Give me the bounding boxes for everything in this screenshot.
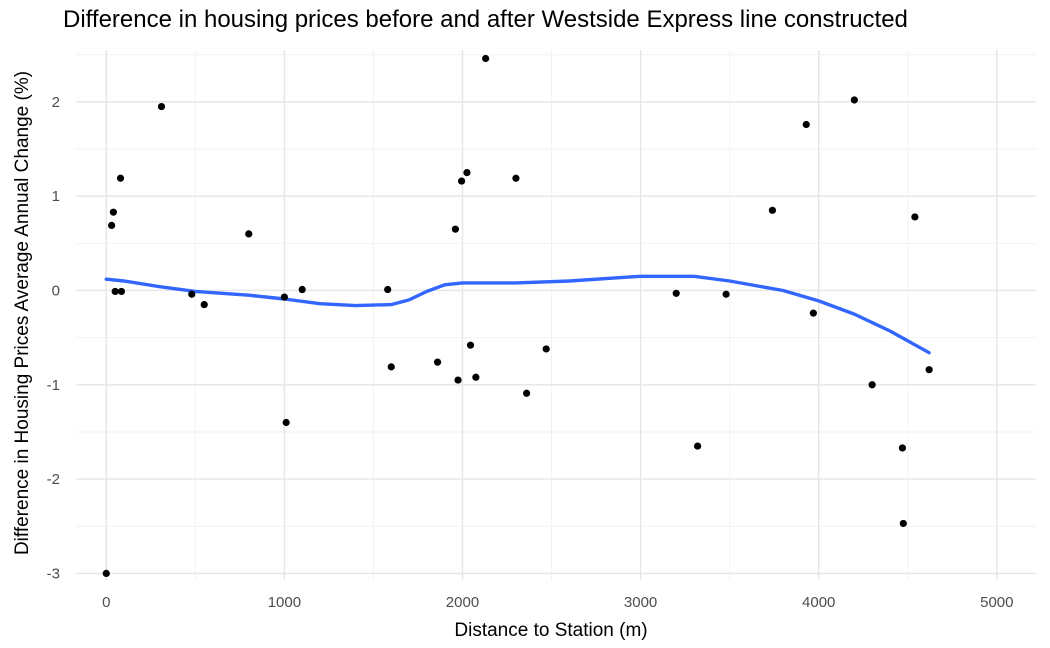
data-point <box>898 444 907 452</box>
data-point <box>463 168 471 177</box>
data-point <box>282 418 290 427</box>
y-tick-label: 1 <box>52 188 60 205</box>
data-point <box>868 381 876 389</box>
y-tick-label: -1 <box>47 377 60 394</box>
y-tick-label: -3 <box>47 565 60 582</box>
data-point <box>899 519 907 528</box>
x-tick-label: 1000 <box>268 594 301 611</box>
data-point <box>542 345 550 353</box>
x-tick-label: 4000 <box>802 594 835 611</box>
data-point <box>298 285 306 294</box>
data-point <box>911 213 919 221</box>
x-tick-label: 3000 <box>624 594 657 611</box>
data-point <box>387 363 395 371</box>
data-point <box>768 206 777 214</box>
data-point <box>512 174 520 182</box>
y-tick-label: -2 <box>47 471 60 488</box>
data-point <box>458 177 466 185</box>
data-point <box>188 290 196 298</box>
data-point <box>454 376 462 384</box>
x-axis-title: Distance to Station (m) <box>454 620 647 641</box>
data-point <box>722 290 730 298</box>
data-point <box>482 54 490 63</box>
major-gridlines <box>76 50 1036 580</box>
data-point <box>117 287 126 296</box>
minor-gridlines <box>76 50 1036 580</box>
data-point <box>472 373 480 381</box>
data-point <box>108 221 116 230</box>
data-point <box>802 120 810 129</box>
data-point <box>809 309 817 317</box>
smooth-trend-line <box>104 274 931 355</box>
smooth-layer <box>104 274 931 355</box>
data-point <box>111 287 119 296</box>
data-point <box>280 293 288 301</box>
data-point <box>433 358 442 366</box>
data-point <box>850 96 858 104</box>
data-point <box>523 389 531 397</box>
data-point <box>200 301 208 309</box>
data-point <box>116 174 125 182</box>
y-tick-label: 0 <box>52 282 60 299</box>
data-point <box>245 230 253 238</box>
y-axis-ticks: -3 -2 -1 0 1 2 <box>47 94 60 583</box>
points-layer <box>102 54 933 577</box>
data-point <box>466 341 475 349</box>
chart-title: Difference in housing prices before and … <box>63 6 908 33</box>
data-point <box>451 225 459 233</box>
data-point <box>109 208 118 216</box>
x-axis-ticks: 0 1000 2000 3000 4000 5000 <box>102 594 1013 611</box>
data-point <box>693 442 702 450</box>
data-point <box>384 285 392 294</box>
x-tick-label: 0 <box>102 594 110 611</box>
data-point <box>672 289 680 297</box>
x-tick-label: 5000 <box>980 594 1013 611</box>
data-point <box>102 569 110 577</box>
data-point <box>157 102 166 111</box>
x-tick-label: 2000 <box>446 594 479 611</box>
data-point <box>925 366 933 374</box>
y-tick-label: 2 <box>52 94 60 111</box>
y-axis-title: Difference in Housing Prices Average Ann… <box>12 71 33 555</box>
